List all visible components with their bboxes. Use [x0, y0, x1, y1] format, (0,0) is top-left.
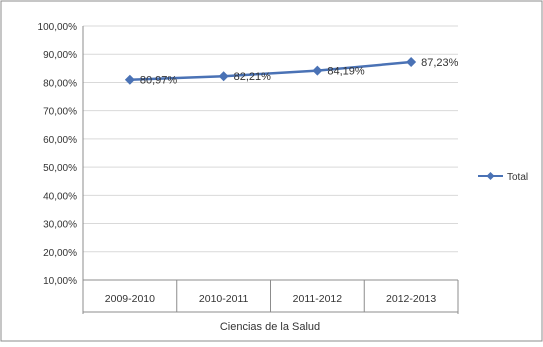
axes [82, 26, 459, 314]
series-line-total [129, 60, 412, 81]
category-label: 2010-2011 [199, 293, 249, 305]
y-tick-label: 70,00% [43, 107, 77, 118]
category-axis: Ciencias de la Salud 2009-2010 2010-2011 2… [105, 293, 437, 333]
y-tick-label: 80,00% [43, 78, 77, 89]
category-group-label: Ciencias de la Salud [220, 321, 320, 333]
data-label: 87,23% [421, 57, 459, 69]
data-point-marker [124, 74, 135, 85]
y-tick-label: 20,00% [43, 248, 77, 259]
data-point-marker [312, 65, 323, 76]
y-tick-label: 90,00% [43, 50, 77, 61]
legend: Total [478, 172, 528, 183]
data-label: 84,19% [327, 66, 365, 78]
y-tick-label: 100,00% [38, 22, 78, 33]
data-label: 80,97% [140, 75, 178, 87]
data-point-marker [406, 57, 417, 68]
series-total: 80,97% 82,21% 84,19% 87,23% [124, 57, 459, 87]
y-tick-label: 40,00% [43, 191, 77, 202]
legend-diamond-marker [486, 172, 495, 180]
y-tick-label: 50,00% [43, 163, 77, 174]
gridlines [83, 25, 458, 281]
legend-label-total: Total [507, 172, 528, 183]
y-tick-label: 60,00% [43, 135, 77, 146]
category-label: 2009-2010 [105, 293, 155, 305]
data-label: 82,21% [234, 71, 272, 83]
y-tick-label: 10,00% [43, 276, 77, 287]
y-tick-labels: 10,00% 20,00% 30,00% 40,00% 50,00% 60,00% 70,0… [38, 22, 78, 287]
category-label: 2011-2012 [293, 293, 343, 305]
y-tick-label: 30,00% [43, 220, 77, 231]
data-point-marker [218, 71, 229, 82]
category-label: 2012-2013 [386, 293, 436, 305]
